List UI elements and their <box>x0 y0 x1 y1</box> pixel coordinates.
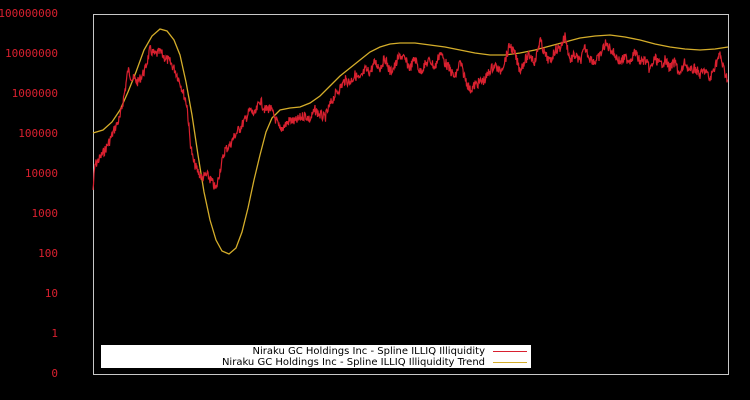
legend-item-illiquidity: Niraku GC Holdings Inc - Spline ILLIQ Il… <box>253 346 532 357</box>
y-tick-label: 1000 <box>31 207 59 220</box>
y-tick-label: 100000000 <box>0 7 58 20</box>
y-tick-label: 0 <box>51 367 58 380</box>
y-tick-label: 10000000 <box>5 47 58 60</box>
legend-swatch-gold <box>493 362 527 363</box>
legend: Niraku GC Holdings Inc - Spline ILLIQ Il… <box>101 345 531 368</box>
legend-item-trend: Niraku GC Holdings Inc - Spline ILLIQ Il… <box>222 357 531 368</box>
y-tick-label: 1000000 <box>11 87 58 100</box>
y-tick-label: 100000 <box>18 127 58 140</box>
y-tick-label: 10 <box>44 287 58 300</box>
trend-line <box>92 28 729 255</box>
legend-label: Niraku GC Holdings Inc - Spline ILLIQ Il… <box>221 357 485 368</box>
y-tick-label: 1 <box>51 327 58 340</box>
legend-swatch-red <box>493 351 527 352</box>
y-tick-label: 10000 <box>24 167 58 180</box>
y-tick-label: 100 <box>38 247 58 260</box>
illiquidity-line <box>92 32 729 190</box>
plot-frame <box>93 14 729 375</box>
legend-label: Niraku GC Holdings Inc - Spline ILLIQ Il… <box>252 346 486 357</box>
